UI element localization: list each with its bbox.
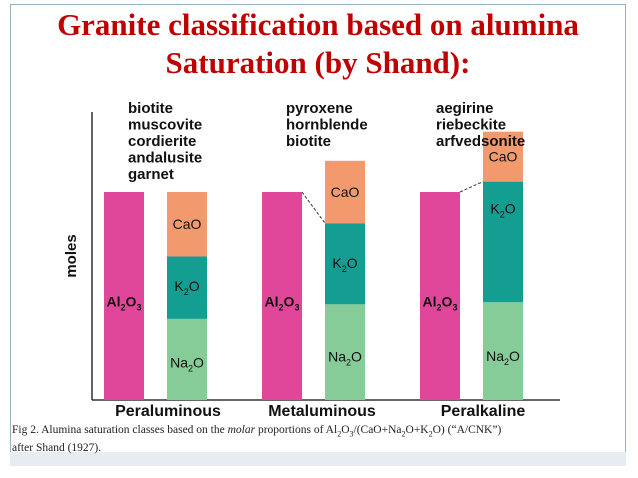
- bar-cao-peraluminous: [167, 192, 207, 257]
- label-al2o3-peraluminous: Al2O3: [107, 293, 142, 312]
- bar-k2o-peraluminous: [167, 256, 207, 319]
- caption-sub-2b: 2: [401, 429, 406, 439]
- bar-al2o3-peraluminous: [104, 192, 144, 400]
- label-cao-peralkaline: CaO: [489, 149, 518, 165]
- bar-labels: Al2O3 Na2O K2O CaO Al2O3 Na2O K2O CaO Al2O3 Na2O K…: [107, 149, 520, 374]
- label-al2o3-metaluminous: Al2O3: [265, 293, 300, 312]
- figure-caption: Fig 2. Alumina saturation classes based …: [12, 424, 502, 455]
- mineral-peralkaline-0: aegirine: [436, 100, 494, 117]
- label-cao-peraluminous: CaO: [173, 216, 202, 232]
- bars: [104, 131, 523, 400]
- connector-lines: [301, 181, 484, 224]
- label-na2o-peralkaline: Na2O: [486, 348, 520, 367]
- label-na2o-peraluminous: Na2O: [170, 355, 204, 374]
- mineral-peraluminous-1: muscovite: [128, 117, 202, 134]
- connector-metaluminous: [301, 191, 326, 224]
- label-al2o3-peralkaline: Al2O3: [423, 293, 458, 312]
- mineral-peralkaline-1: riebeckite: [436, 117, 506, 134]
- y-axis-label: moles: [63, 234, 80, 277]
- mineral-metaluminous-0: pyroxene: [286, 100, 353, 117]
- bar-cao-metaluminous: [325, 160, 365, 224]
- slide-footer-band: [10, 452, 626, 466]
- mineral-peraluminous-4: garnet: [128, 166, 174, 183]
- mineral-peraluminous-3: andalusite: [128, 150, 202, 167]
- caption-formula-3: O) (“A/CNK”): [432, 424, 502, 436]
- caption-prefix: Fig 2. Alumina saturation classes based …: [12, 424, 228, 436]
- mineral-peraluminous-2: cordierite: [128, 133, 196, 150]
- class-label-peralkaline: Peralkaline: [441, 403, 526, 420]
- title-line-2: Saturation (by Shand):: [165, 45, 471, 80]
- caption-line-2: after Shand (1927).: [12, 442, 102, 455]
- class-label-metaluminous: Metaluminous: [268, 403, 376, 420]
- slide-title: Granite classification based on alumina …: [10, 6, 626, 82]
- label-k2o-peraluminous: K2O: [174, 278, 199, 297]
- label-k2o-metaluminous: K2O: [332, 255, 357, 274]
- caption-formula-1: (CaO+Na: [356, 424, 402, 436]
- bar-cao-peralkaline: [483, 131, 523, 182]
- bar-k2o-peralkaline: [483, 181, 523, 303]
- caption-sub-3: 3: [349, 429, 354, 439]
- bar-na2o-peralkaline: [483, 302, 523, 400]
- bar-na2o-metaluminous: [325, 304, 365, 400]
- caption-mid: proportions of Al: [255, 424, 338, 436]
- caption-sub-2c: 2: [428, 429, 433, 439]
- label-cao-metaluminous: CaO: [331, 184, 360, 200]
- bar-na2o-peraluminous: [167, 318, 207, 400]
- mineral-lists: biotitemuscovitecordieriteandalusitegarn…: [128, 100, 525, 183]
- caption-italic: molar: [227, 424, 256, 436]
- bar-k2o-metaluminous: [325, 223, 365, 305]
- connector-peralkaline: [459, 181, 484, 193]
- mineral-metaluminous-1: hornblende: [286, 117, 368, 134]
- mineral-peraluminous-0: biotite: [128, 100, 173, 117]
- bar-al2o3-peralkaline: [420, 192, 460, 400]
- class-labels: Peraluminous Metaluminous Peralkaline: [115, 403, 525, 420]
- label-k2o-peralkaline: K2O: [490, 201, 515, 220]
- mineral-peralkaline-2: arfvedsonite: [436, 133, 525, 150]
- mineral-metaluminous-2: biotite: [286, 133, 331, 150]
- caption-sub-2a: 2: [337, 429, 342, 439]
- bar-al2o3-metaluminous: [262, 192, 302, 400]
- label-na2o-metaluminous: Na2O: [328, 349, 362, 368]
- title-line-1: Granite classification based on alumina: [57, 7, 579, 42]
- class-label-peraluminous: Peraluminous: [115, 403, 221, 420]
- caption-formula-2: O+K: [405, 424, 429, 436]
